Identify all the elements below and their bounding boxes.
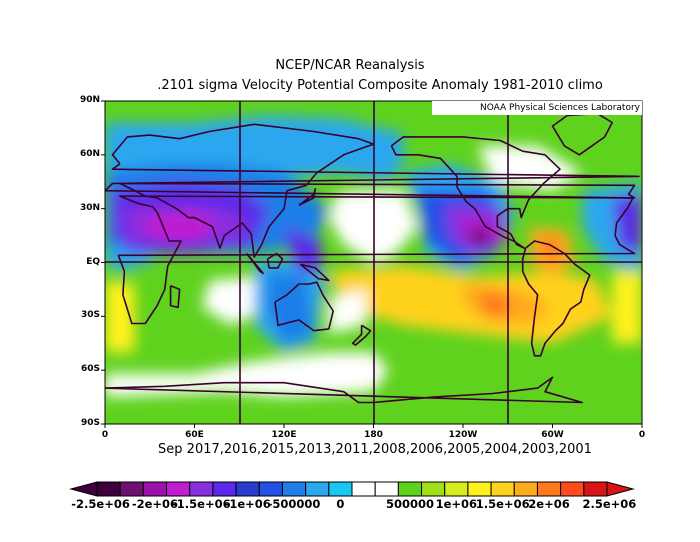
chart-subtitle: .2101 sigma Velocity Potential Composite… bbox=[157, 78, 603, 93]
x-tick-label: 0 bbox=[638, 430, 646, 440]
colorbar-label: -2e+06 bbox=[131, 497, 179, 511]
chart-caption: Sep 2017,2016,2015,2013,2011,2008,2006,2… bbox=[158, 442, 592, 457]
y-tick-label: 60N bbox=[79, 148, 100, 159]
colorbar-extend-high bbox=[606, 481, 635, 497]
colorbar-swatch bbox=[189, 481, 214, 497]
colorbar-swatch bbox=[96, 481, 121, 497]
credit-label: NOAA Physical Sciences Laboratory bbox=[432, 101, 642, 115]
colorbar-swatch bbox=[351, 481, 376, 497]
anomaly-field bbox=[105, 115, 642, 398]
colorbar-label: -1e+06 bbox=[224, 497, 271, 511]
y-tick-label: 90N bbox=[79, 95, 100, 105]
colorbar-swatch bbox=[328, 481, 353, 497]
colorbar-swatch bbox=[166, 481, 191, 497]
colorbar-swatch bbox=[444, 481, 469, 497]
colorbar-extend-low bbox=[69, 481, 98, 497]
colorbar-label: -1.5e+06 bbox=[172, 497, 231, 511]
colorbar-swatch bbox=[536, 481, 562, 497]
colorbar-swatch bbox=[142, 481, 168, 497]
y-tick-label: 60S bbox=[80, 364, 100, 375]
colorbar-label: 1.5e+06 bbox=[475, 497, 530, 511]
colorbar-swatch bbox=[397, 481, 423, 497]
y-tick-label: 30N bbox=[79, 202, 100, 213]
x-tick-label: 0 bbox=[101, 430, 109, 440]
colorbar-label: 1e+06 bbox=[435, 497, 478, 511]
y-tick-label: 30S bbox=[80, 310, 100, 321]
colorbar-swatch bbox=[490, 481, 515, 497]
colorbar-swatch bbox=[374, 481, 399, 497]
colorbar-swatch bbox=[560, 481, 585, 497]
colorbar-swatch bbox=[235, 481, 260, 497]
colorbar-swatch bbox=[212, 481, 237, 497]
x-tick-label: 120E bbox=[271, 430, 297, 440]
y-tick-label: 90S bbox=[80, 418, 100, 428]
x-tick-label: 180 bbox=[364, 430, 383, 440]
colorbar-label: -2.5e+06 bbox=[71, 497, 130, 511]
colorbar-label: 2e+06 bbox=[528, 497, 570, 511]
colorbar-label: 2.5e+06 bbox=[582, 497, 637, 511]
x-tick-label: 60W bbox=[541, 430, 564, 440]
colorbar-swatch bbox=[258, 481, 283, 497]
colorbar-swatch bbox=[467, 481, 492, 497]
colorbar-swatch bbox=[421, 481, 446, 497]
colorbar-swatch bbox=[513, 481, 538, 497]
colorbar-swatch bbox=[305, 481, 330, 497]
coastlines bbox=[105, 112, 640, 404]
colorbar-swatch bbox=[119, 481, 144, 497]
colorbar-label: -500000 bbox=[267, 497, 321, 511]
colorbar bbox=[69, 481, 635, 497]
x-tick-label: 60E bbox=[185, 430, 204, 440]
colorbar-label: 500000 bbox=[385, 497, 434, 511]
colorbar-swatch bbox=[281, 481, 307, 497]
chart-title: NCEP/NCAR Reanalysis bbox=[275, 58, 425, 73]
x-tick-label: 120W bbox=[448, 430, 478, 440]
colorbar-label: 0 bbox=[336, 497, 345, 511]
y-tick-label: EQ bbox=[86, 256, 100, 267]
graticule bbox=[105, 101, 642, 424]
colorbar-swatch bbox=[583, 481, 608, 497]
